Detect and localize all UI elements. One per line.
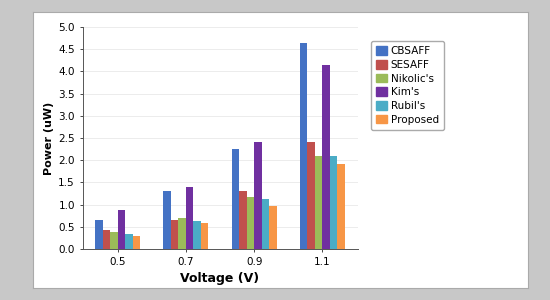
Bar [262, 199, 269, 249]
Bar [239, 191, 246, 249]
Bar [315, 156, 322, 249]
Bar [307, 142, 315, 249]
Bar [194, 221, 201, 249]
Bar [300, 43, 307, 249]
Bar [133, 236, 140, 249]
Bar [201, 223, 208, 249]
Bar [110, 232, 118, 249]
Bar [269, 206, 277, 249]
X-axis label: Voltage (V): Voltage (V) [180, 272, 260, 285]
Bar [125, 234, 133, 249]
Bar [102, 230, 110, 249]
Bar [246, 196, 254, 249]
Bar [232, 149, 239, 249]
Bar [338, 164, 345, 249]
Bar [254, 142, 262, 249]
Bar [186, 187, 194, 249]
Y-axis label: Power (uW): Power (uW) [44, 101, 54, 175]
Bar [322, 65, 330, 249]
Bar [330, 156, 338, 249]
Bar [95, 220, 102, 249]
Bar [171, 220, 178, 249]
Bar [118, 210, 125, 249]
Bar [178, 218, 186, 249]
Bar [163, 191, 171, 249]
Legend: CBSAFF, SESAFF, Nikolic's, Kim's, Rubil's, Proposed: CBSAFF, SESAFF, Nikolic's, Kim's, Rubil'… [371, 41, 444, 130]
